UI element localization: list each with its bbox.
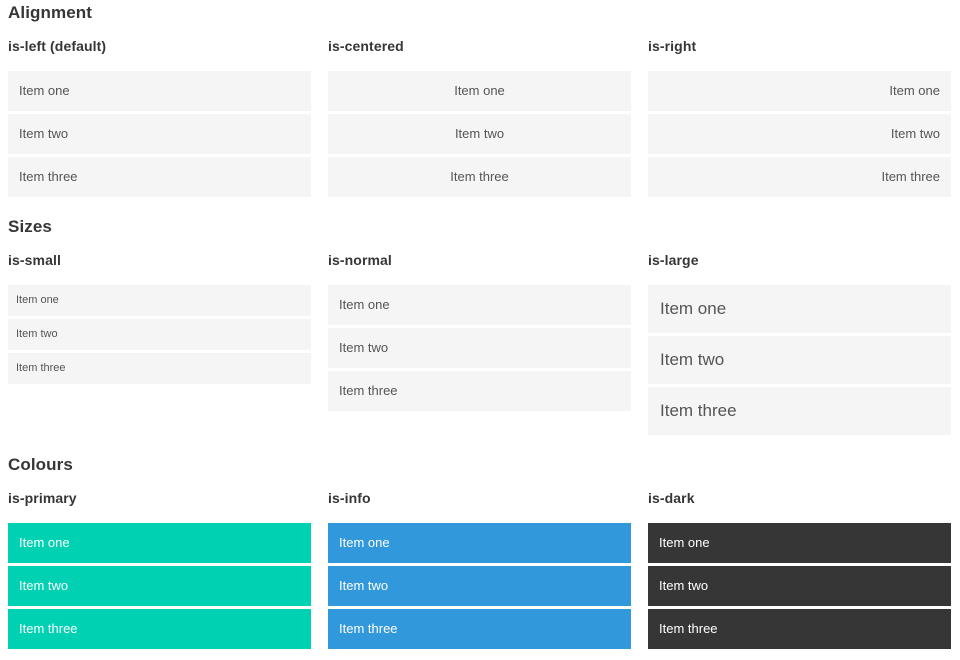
list-item: Item one [328,71,631,111]
section-alignment: Alignment is-left (default) Item one Ite… [8,2,951,200]
list-item: Item one [328,285,631,325]
group-is-primary: is-primary Item one Item two Item three [8,489,311,652]
group-is-right: is-right Item one Item two Item three [648,37,951,200]
section-title-sizes: Sizes [8,217,52,236]
section-sizes: Sizes is-small Item one Item two Item th… [8,216,951,438]
list-item: Item one [648,523,951,563]
item-list-primary: Item one Item two Item three [8,523,311,649]
list-item: Item three [328,157,631,197]
section-title-alignment: Alignment [8,3,93,22]
list-item: Item two [8,114,311,154]
group-is-large: is-large Item one Item two Item three [648,251,951,438]
group-label-is-centered: is-centered [328,38,404,54]
list-item: Item three [648,157,951,197]
list-item: Item one [8,71,311,111]
group-label-is-left: is-left (default) [8,38,107,54]
section-colours: Colours is-primary Item one Item two Ite… [8,454,951,652]
list-item: Item two [328,328,631,368]
group-is-normal: is-normal Item one Item two Item three [328,251,631,414]
list-item: Item three [8,609,311,649]
list-item: Item three [328,371,631,411]
list-item: Item one [648,285,951,333]
sizes-grid: is-small Item one Item two Item three is… [8,251,951,438]
item-list-dark: Item one Item two Item three [648,523,951,649]
list-item: Item two [328,114,631,154]
list-item: Item three [648,387,951,435]
group-is-left: is-left (default) Item one Item two Item… [8,37,311,200]
list-item: Item two [8,319,311,350]
item-list-centered: Item one Item two Item three [328,71,631,197]
colours-grid: is-primary Item one Item two Item three … [8,489,951,652]
list-item: Item two [648,114,951,154]
group-label-is-normal: is-normal [328,252,392,268]
group-label-is-info: is-info [328,490,371,506]
list-item: Item two [8,566,311,606]
alignment-grid: is-left (default) Item one Item two Item… [8,37,951,200]
item-list-right: Item one Item two Item three [648,71,951,197]
item-list-large: Item one Item two Item three [648,285,951,435]
group-label-is-small: is-small [8,252,61,268]
group-label-is-dark: is-dark [648,490,695,506]
item-list-normal: Item one Item two Item three [328,285,631,411]
list-item: Item one [8,285,311,316]
list-item: Item three [328,609,631,649]
list-item: Item three [8,157,311,197]
section-title-colours: Colours [8,455,73,474]
group-is-small: is-small Item one Item two Item three [8,251,311,387]
list-item: Item three [8,353,311,384]
item-list-info: Item one Item two Item three [328,523,631,649]
group-label-is-large: is-large [648,252,699,268]
item-list-left: Item one Item two Item three [8,71,311,197]
group-label-is-right: is-right [648,38,697,54]
list-item: Item three [648,609,951,649]
group-is-centered: is-centered Item one Item two Item three [328,37,631,200]
group-label-is-primary: is-primary [8,490,77,506]
item-list-small: Item one Item two Item three [8,285,311,384]
list-item: Item two [328,566,631,606]
group-is-info: is-info Item one Item two Item three [328,489,631,652]
list-item: Item one [328,523,631,563]
list-item: Item one [648,71,951,111]
group-is-dark: is-dark Item one Item two Item three [648,489,951,652]
list-item: Item two [648,566,951,606]
list-item: Item one [8,523,311,563]
list-item: Item two [648,336,951,384]
